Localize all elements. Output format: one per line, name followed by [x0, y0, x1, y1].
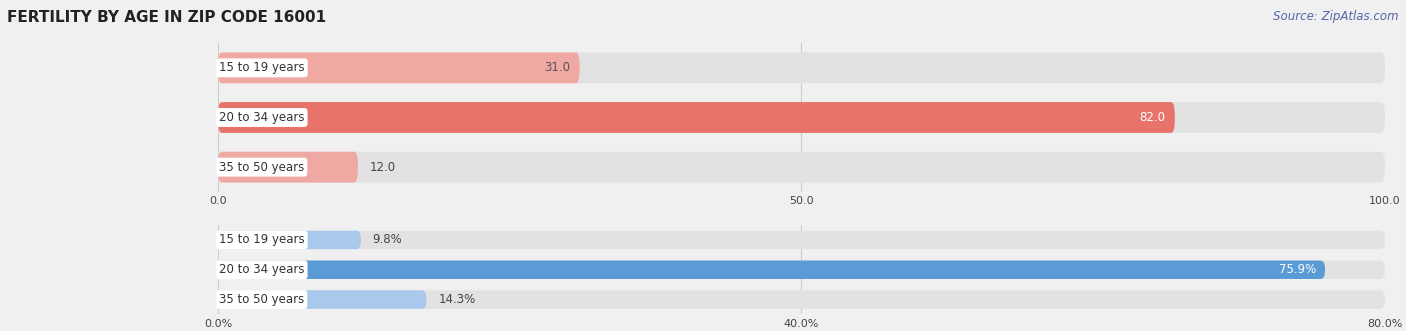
- Text: 75.9%: 75.9%: [1278, 263, 1316, 276]
- Text: 12.0: 12.0: [370, 161, 395, 174]
- FancyBboxPatch shape: [218, 231, 1385, 249]
- FancyBboxPatch shape: [218, 102, 1385, 133]
- FancyBboxPatch shape: [218, 152, 1385, 183]
- Text: 35 to 50 years: 35 to 50 years: [219, 293, 304, 306]
- Text: FERTILITY BY AGE IN ZIP CODE 16001: FERTILITY BY AGE IN ZIP CODE 16001: [7, 10, 326, 25]
- FancyBboxPatch shape: [218, 102, 1175, 133]
- FancyBboxPatch shape: [218, 53, 1385, 83]
- Text: 82.0: 82.0: [1139, 111, 1166, 124]
- FancyBboxPatch shape: [218, 53, 579, 83]
- FancyBboxPatch shape: [218, 152, 359, 183]
- FancyBboxPatch shape: [218, 290, 1385, 309]
- FancyBboxPatch shape: [218, 260, 1385, 279]
- Text: 20 to 34 years: 20 to 34 years: [219, 263, 305, 276]
- Text: Source: ZipAtlas.com: Source: ZipAtlas.com: [1274, 10, 1399, 23]
- Text: 31.0: 31.0: [544, 61, 571, 74]
- Text: 35 to 50 years: 35 to 50 years: [219, 161, 304, 174]
- Text: 9.8%: 9.8%: [373, 233, 402, 247]
- Text: 15 to 19 years: 15 to 19 years: [219, 61, 305, 74]
- Text: 14.3%: 14.3%: [439, 293, 475, 306]
- Text: 20 to 34 years: 20 to 34 years: [219, 111, 305, 124]
- Text: 15 to 19 years: 15 to 19 years: [219, 233, 305, 247]
- FancyBboxPatch shape: [218, 260, 1324, 279]
- FancyBboxPatch shape: [218, 290, 426, 309]
- FancyBboxPatch shape: [218, 231, 361, 249]
